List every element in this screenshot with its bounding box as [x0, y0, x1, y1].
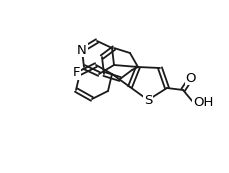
- Text: O: O: [186, 71, 196, 84]
- Text: S: S: [144, 93, 152, 107]
- Text: N: N: [77, 43, 87, 57]
- Text: OH: OH: [193, 95, 213, 108]
- Text: F: F: [73, 66, 80, 80]
